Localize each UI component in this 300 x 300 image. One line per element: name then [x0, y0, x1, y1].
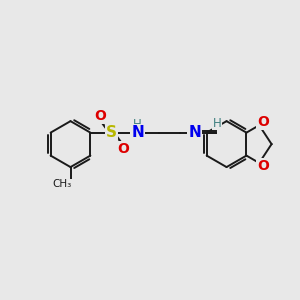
Text: O: O — [257, 115, 269, 129]
Text: O: O — [117, 142, 129, 156]
Text: O: O — [257, 159, 269, 173]
Text: N: N — [131, 125, 144, 140]
Text: N: N — [188, 125, 201, 140]
Text: H: H — [213, 117, 222, 130]
Text: S: S — [106, 125, 117, 140]
Text: H: H — [133, 118, 142, 131]
Text: O: O — [94, 109, 106, 123]
Text: CH₃: CH₃ — [52, 179, 72, 189]
